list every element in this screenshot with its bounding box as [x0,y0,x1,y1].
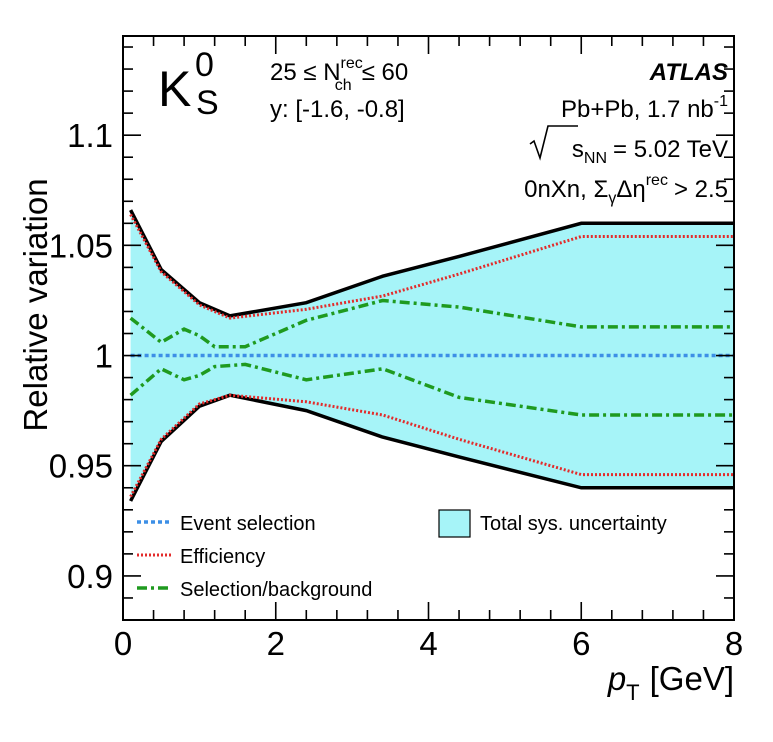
legend-swatch-total-sys [438,509,471,538]
x-tick-label: 0 [114,625,132,662]
legend-label-efficiency: Efficiency [180,546,265,568]
selection-rhs: ≤ 60 [362,59,409,86]
particle-sup: 0 [195,46,214,84]
topology-mid: Δη [616,176,645,203]
x-tick-label: 2 [267,625,285,662]
energy-text: sNN = 5.02 TeV [572,136,728,167]
selection-background-upper-line [129,298,734,349]
selection-sup: rec [341,55,363,72]
sqrt-sign [529,125,578,161]
rapidity-label: y: [-1.6, -0.8] [270,96,405,123]
x-axis-title-sub: T [626,680,639,705]
x-axis-title: pT [GeV] [607,660,734,705]
x-axis-title-italic: p [607,660,626,697]
experiment-label: ATLAS [649,59,728,86]
legend-label-selection-background: Selection/background [180,579,372,601]
system-main: Pb+Pb, 1.7 nb [561,96,714,123]
lines-layer [129,209,734,502]
particle-label: K [158,61,191,117]
topology-rhs: > 2.5 [674,176,728,203]
energy-value: = 5.02 TeV [613,136,728,163]
total-sys-upper-line [129,209,734,318]
selection-lhs: 25 ≤ N [270,59,341,86]
selection-label: 25 ≤ Nrec ch ≤ 60 [270,55,408,94]
total-sys-lower-line [129,393,734,502]
system-sup: -1 [714,93,728,110]
x-tick-label: 6 [572,625,590,662]
selection-background-lower-line [129,362,734,417]
legend: Event selection Efficiency Selection/bac… [137,509,667,601]
selection-sub: ch [335,77,352,94]
topology-sup: rec [646,172,668,189]
efficiency-upper-line [129,213,734,320]
y-tick-label: 1.1 [67,117,113,154]
x-tick-label: 4 [419,625,437,662]
efficiency-lower-line [129,393,734,498]
system-label: Pb+Pb, 1.7 nb-1 [561,93,728,123]
y-tick-label: 0.9 [67,558,113,595]
y-axis-title: Relative variation [17,178,54,431]
legend-label-total-sys: Total sys. uncertainty [480,513,667,535]
y-tick-label: 1.05 [49,227,113,264]
topology-main: 0nXn, Σ [524,176,608,203]
topology-label: 0nXn, ΣγΔηrec > 2.5 [524,172,728,207]
x-tick-label: 8 [725,625,743,662]
energy-sub: NN [584,150,607,167]
topology-sub: γ [608,190,616,207]
legend-label-event-selection: Event selection [180,513,316,535]
y-tick-label: 1 [95,338,113,375]
y-tick-label: 0.95 [49,448,113,485]
energy-sqrt: s [572,136,584,163]
x-axis-title-unit: [GeV] [650,660,734,697]
ticks-layer: 0 2 4 6 8 0.9 0.95 1 1.05 1.1 [49,36,743,662]
energy-label: sNN = 5.02 TeV [529,125,728,167]
particle-sub: S [196,84,219,122]
